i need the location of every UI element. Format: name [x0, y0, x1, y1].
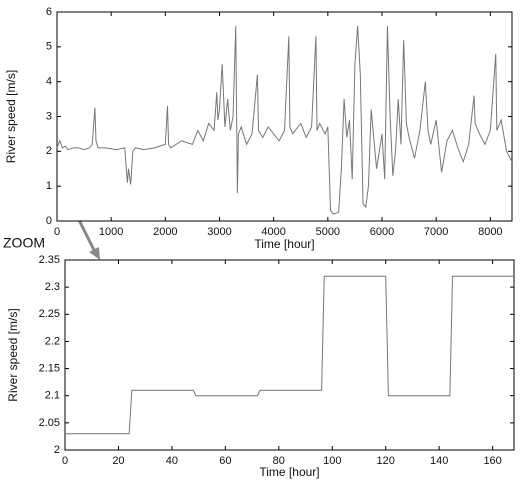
y-axis-label: River speed [m/s] — [6, 308, 20, 401]
y-tick-label: 2 — [46, 145, 52, 157]
y-tick-label: 2.3 — [45, 281, 60, 293]
x-tick-label: 80 — [273, 455, 285, 467]
x-tick-label: 2000 — [153, 226, 177, 238]
plot-area — [56, 11, 513, 222]
x-tick-label: 4000 — [261, 226, 285, 238]
x-tick-label: 120 — [377, 455, 395, 467]
y-tick-label: 2.05 — [39, 417, 60, 429]
x-tick-label: 160 — [483, 455, 501, 467]
data-line — [65, 275, 514, 435]
y-tick-label: 2 — [54, 444, 60, 456]
x-tick-label: 40 — [166, 455, 178, 467]
x-tick-label: 5000 — [316, 226, 340, 238]
x-tick-label: 60 — [219, 455, 231, 467]
x-tick-label: 8000 — [478, 226, 502, 238]
x-tick-label: 3000 — [207, 226, 231, 238]
plot-area — [64, 259, 515, 451]
x-tick-label: 1000 — [99, 226, 123, 238]
x-tick-label: 140 — [430, 455, 448, 467]
y-tick-label: 3 — [46, 110, 52, 122]
y-tick-label: 5 — [46, 41, 52, 53]
y-tick-label: 2.1 — [45, 390, 60, 402]
y-tick-label: 2.35 — [39, 254, 60, 266]
data-line — [56, 25, 513, 215]
y-tick-label: 2.2 — [45, 335, 60, 347]
x-tick-label: 7000 — [424, 226, 448, 238]
y-tick-label: 2.15 — [39, 362, 60, 374]
x-tick-label: 6000 — [370, 226, 394, 238]
y-axis-label: River speed [m/s] — [4, 70, 18, 163]
x-tick-label: 100 — [323, 455, 341, 467]
y-tick-label: 6 — [46, 6, 52, 18]
y-tick-label: 4 — [46, 76, 52, 88]
x-tick-label: 0 — [62, 455, 68, 467]
x-tick-label: 20 — [112, 455, 124, 467]
y-tick-label: 1 — [46, 180, 52, 192]
y-tick-label: 0 — [46, 215, 52, 227]
x-axis-label: Time [hour] — [259, 465, 319, 479]
y-tick-label: 2.25 — [39, 308, 60, 320]
x-tick-label: 0 — [54, 226, 60, 238]
zoom-label: ZOOM — [3, 235, 45, 251]
zoom-arrowhead — [89, 247, 100, 260]
x-axis-label: Time [hour] — [254, 237, 314, 251]
